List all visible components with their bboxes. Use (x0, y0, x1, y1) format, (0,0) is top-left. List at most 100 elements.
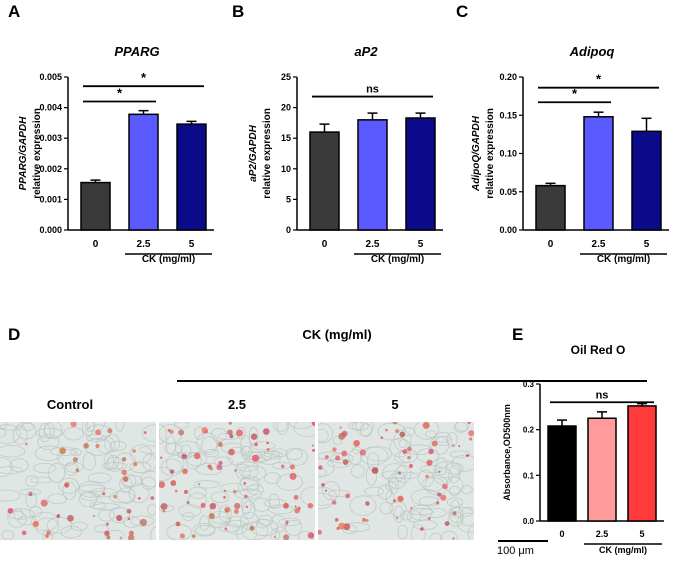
lipid-droplet (324, 489, 328, 492)
y-axis-label: relative expression (32, 108, 43, 199)
cell-outline (327, 489, 351, 498)
lipid-droplet (289, 464, 295, 470)
lipid-droplet (64, 482, 70, 488)
cell-outline (411, 524, 426, 540)
cell-outline (199, 515, 210, 531)
lipid-droplet (342, 459, 349, 465)
cell-outline (106, 456, 124, 472)
cell-outline (350, 464, 365, 478)
lipid-droplet (104, 530, 110, 536)
y-tick-label: 0.002 (39, 164, 62, 174)
cell-outline (82, 452, 96, 471)
cell-outline (37, 434, 60, 451)
cell-outline (248, 451, 273, 462)
cell-outline (425, 430, 437, 438)
significance-label: * (572, 86, 578, 101)
lipid-droplet (393, 499, 397, 503)
lipid-droplet (139, 518, 147, 526)
lipid-droplet (121, 469, 127, 476)
cell-outline (128, 483, 150, 504)
cell-outline (29, 476, 52, 484)
bar (176, 123, 207, 231)
cell-outline (384, 482, 397, 490)
cell-outline (174, 440, 201, 457)
lipid-droplet (21, 530, 27, 536)
cell-outline (246, 484, 264, 496)
cell-outline (44, 422, 63, 440)
cell-outline (276, 422, 289, 435)
cell-outline (285, 519, 303, 536)
y-tick-label: 20 (281, 103, 291, 113)
x-tick-label: 0 (322, 239, 328, 250)
lipid-droplet (121, 457, 127, 462)
lipid-droplet (143, 431, 147, 435)
lipid-droplet (162, 509, 166, 513)
significance-label: * (141, 70, 147, 85)
cell-outline (129, 444, 153, 464)
micrograph-background (159, 422, 315, 540)
lipid-droplet (178, 429, 185, 436)
cell-outline (218, 505, 233, 523)
lipid-droplet (395, 429, 400, 434)
significance-label: * (117, 85, 123, 100)
cell-outline (293, 422, 315, 437)
lipid-droplet (217, 441, 223, 447)
lipid-droplet (353, 439, 360, 447)
lipid-droplet (183, 489, 189, 494)
lipid-droplet (207, 464, 212, 469)
lipid-droplet (249, 525, 255, 531)
lipid-droplet (396, 516, 399, 520)
cell-outline (150, 526, 156, 540)
chart-title: Adipoq (569, 44, 615, 59)
cell-outline (278, 517, 302, 527)
lipid-droplet (126, 508, 132, 514)
cell-outline (444, 462, 464, 475)
micrograph-group-label: CK (mg/ml) (302, 327, 372, 342)
panel-letter-e: E (512, 325, 524, 344)
x-group-label: CK (mg/ml) (142, 254, 195, 265)
cell-outline (446, 497, 464, 507)
lipid-droplet (283, 534, 290, 540)
lipid-droplet (107, 428, 113, 434)
lipid-droplet (244, 494, 248, 499)
y-tick-label: 0.3 (523, 380, 535, 389)
y-tick-label: 0.00 (499, 225, 517, 235)
cell-outline (38, 422, 51, 443)
lipid-droplet (371, 467, 379, 474)
cell-outline (20, 422, 35, 431)
lipid-droplet (216, 464, 223, 471)
bar (587, 417, 617, 522)
cell-outline (242, 465, 267, 481)
cell-outline (440, 530, 458, 540)
cell-outline (349, 495, 377, 516)
cell-outline (395, 464, 412, 484)
cell-outline (103, 433, 120, 453)
cell-outline (211, 516, 232, 524)
lipid-droplet (262, 428, 270, 435)
lipid-droplet (40, 499, 48, 507)
cell-outline (248, 426, 259, 446)
y-tick-label: 25 (281, 72, 291, 82)
cell-outline (192, 523, 216, 536)
lipid-droplet (436, 501, 440, 505)
cell-outline (31, 511, 59, 532)
lipid-droplet (334, 518, 339, 522)
cell-outline (379, 501, 394, 515)
lipid-droplet (452, 537, 455, 540)
lipid-droplet (362, 517, 366, 522)
cell-outline (388, 472, 407, 489)
lipid-droplet (95, 429, 102, 436)
bar (627, 405, 657, 522)
chart-oil-red-o: Oil Red O Absorbance,OD500nm 0.0 0.1 0.2 0.3 0… (502, 343, 664, 555)
lipid-droplet (336, 526, 340, 530)
cell-outline (178, 504, 202, 518)
cell-outline (9, 458, 29, 473)
cell-outline (377, 422, 406, 441)
cell-outline (467, 525, 474, 540)
lipid-droplet (425, 474, 429, 479)
lipid-droplet (228, 448, 235, 456)
panel-letter-b: B (232, 2, 245, 21)
cell-outline (12, 425, 28, 445)
lipid-droplet (407, 446, 412, 452)
cell-outline (237, 477, 259, 498)
